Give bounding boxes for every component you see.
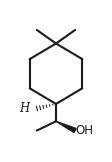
Text: OH: OH bbox=[76, 124, 94, 137]
Text: H: H bbox=[19, 102, 30, 115]
Polygon shape bbox=[56, 121, 76, 133]
